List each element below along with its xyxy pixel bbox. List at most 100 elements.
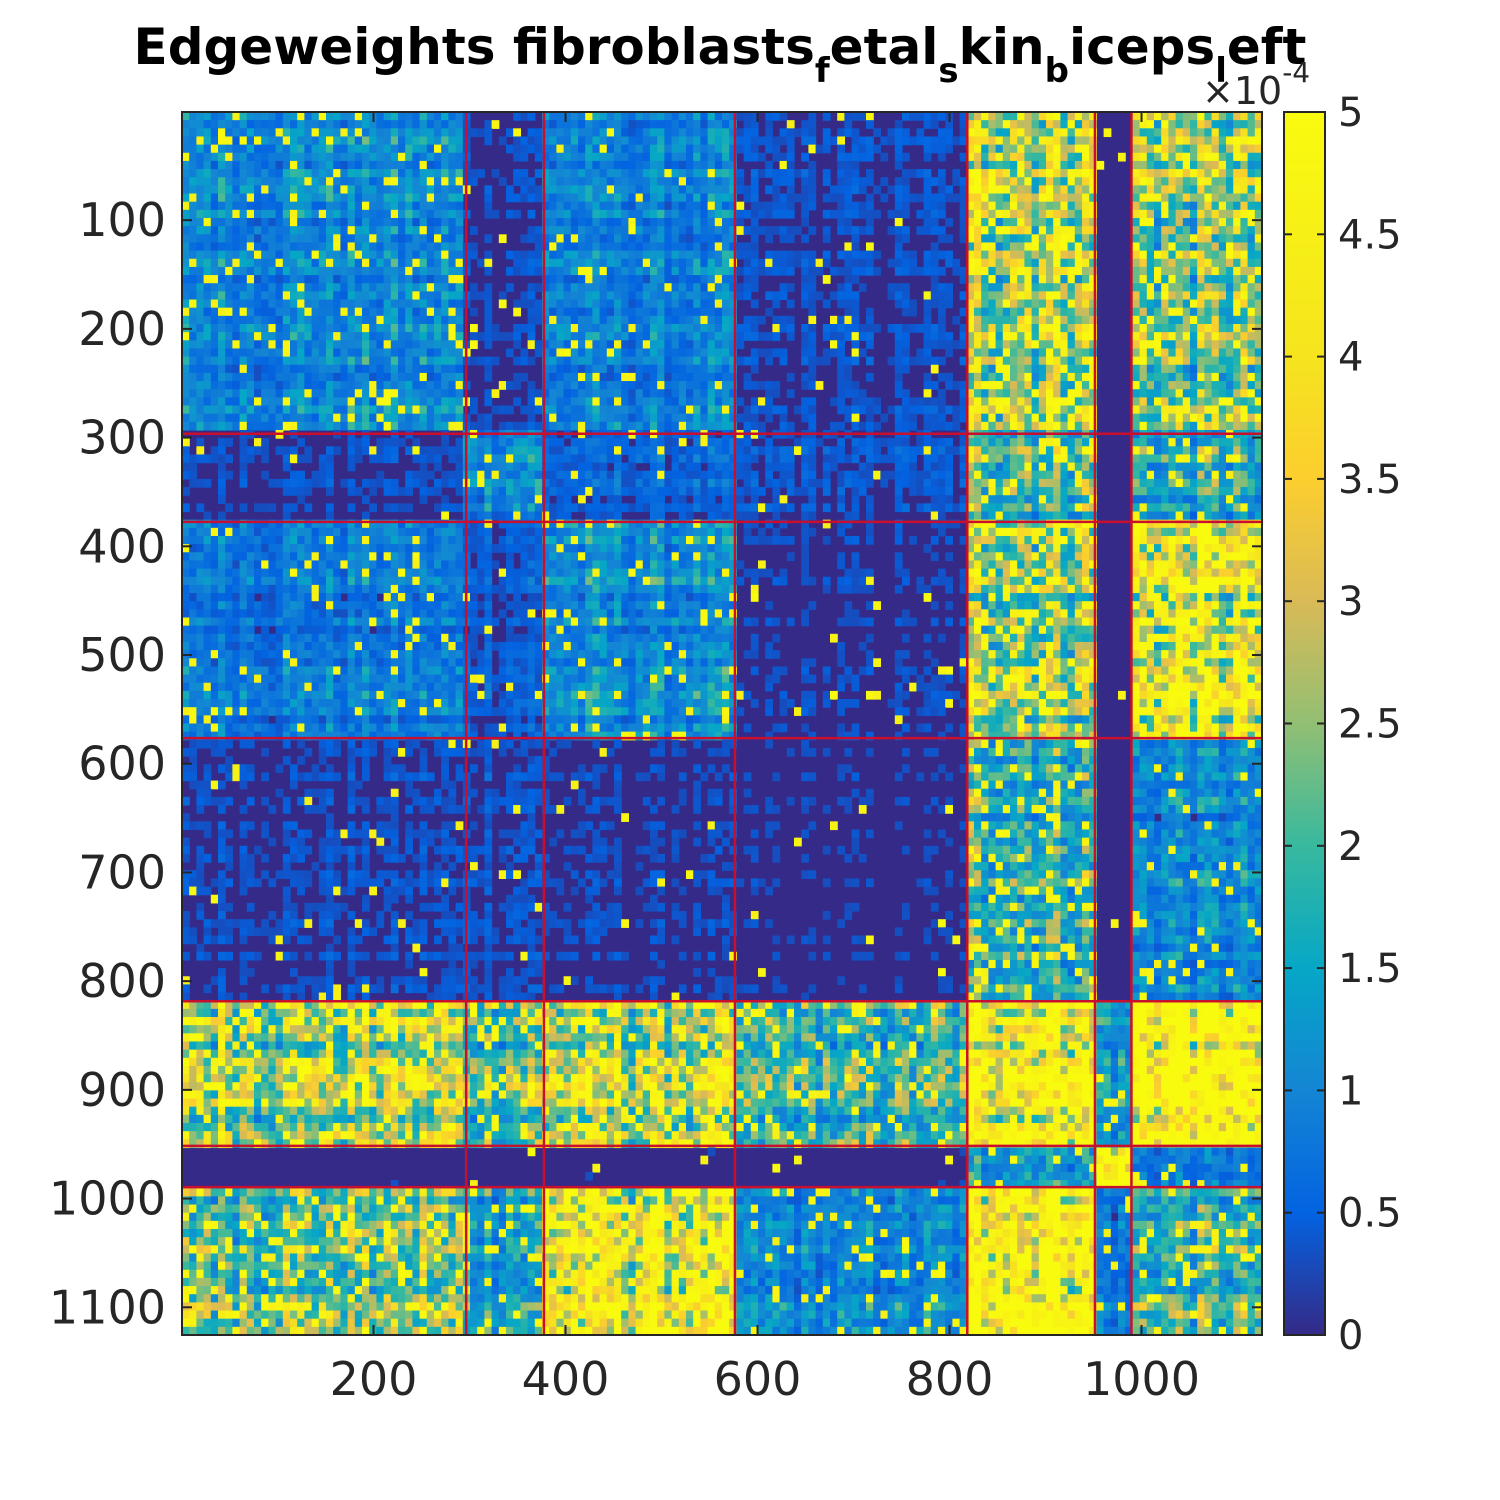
heatmap-cell: [686, 323, 694, 333]
heatmap-cell: [1146, 193, 1155, 203]
heatmap-cell: [1139, 413, 1148, 423]
heatmap-cell: [664, 209, 673, 219]
heatmap-cell: [966, 389, 975, 398]
heatmap-cell: [513, 307, 521, 317]
heatmap-cell: [254, 421, 262, 431]
heatmap-cell: [714, 299, 723, 309]
heatmap-cell: [722, 209, 730, 219]
heatmap-cell: [592, 136, 601, 146]
heatmap-cell: [700, 160, 709, 170]
heatmap-cell: [376, 250, 385, 260]
heatmap-cell: [282, 372, 291, 382]
heatmap-cell: [556, 112, 565, 121]
heatmap-cell: [520, 144, 529, 154]
heatmap-cell: [455, 356, 464, 366]
heatmap-cell: [455, 283, 464, 292]
heatmap-cell: [952, 177, 961, 186]
heatmap-cell: [1240, 315, 1249, 325]
heatmap-cell: [563, 421, 572, 431]
heatmap-cell: [664, 193, 673, 203]
heatmap-cell: [275, 421, 284, 431]
heatmap-cell: [1154, 307, 1162, 317]
heatmap-cell: [290, 226, 298, 235]
heatmap-cell: [844, 193, 853, 203]
heatmap-cell: [1146, 381, 1155, 390]
heatmap-cell: [1204, 413, 1213, 423]
heatmap-cell: [714, 389, 723, 398]
heatmap-cell: [686, 226, 694, 235]
heatmap-cell: [714, 201, 723, 211]
heatmap-cell: [218, 397, 226, 407]
heatmap-cell: [225, 185, 233, 195]
heatmap-cell: [693, 275, 701, 284]
heatmap-cell: [318, 201, 327, 211]
heatmap-cell: [477, 128, 485, 138]
heatmap-cell: [1017, 177, 1025, 186]
heatmap-cell: [434, 307, 442, 317]
heatmap-cell: [405, 307, 413, 317]
heatmap-cell: [722, 364, 730, 374]
heatmap-cell: [1247, 193, 1256, 203]
heatmap-cell: [434, 169, 442, 178]
heatmap-cell: [686, 266, 694, 276]
heatmap-cell: [1240, 120, 1249, 129]
heatmap-cell: [1218, 136, 1227, 146]
heatmap-cell: [254, 397, 262, 407]
heatmap-cell: [714, 120, 723, 129]
heatmap-cell: [599, 356, 608, 366]
heatmap-cell: [923, 185, 932, 195]
heatmap-cell: [1082, 332, 1090, 341]
heatmap-cell: [779, 112, 788, 121]
heatmap-cell: [1204, 348, 1213, 358]
heatmap-cell: [218, 112, 226, 121]
heatmap-cell: [196, 144, 205, 154]
heatmap-cell: [729, 112, 737, 121]
heatmap-cell: [426, 381, 435, 390]
heatmap-cell: [1002, 250, 1011, 260]
heatmap-cell: [952, 193, 961, 203]
heatmap-cell: [1082, 291, 1090, 301]
heatmap-cell: [700, 128, 709, 138]
heatmap-cell: [707, 348, 716, 358]
heatmap-cell: [534, 397, 543, 407]
heatmap-cell: [282, 144, 291, 154]
heatmap-cell: [671, 389, 680, 398]
heatmap-cell: [1182, 421, 1191, 431]
heatmap-cell: [232, 169, 241, 178]
heatmap-cell: [693, 266, 701, 276]
heatmap-cell: [621, 266, 629, 276]
heatmap-cell: [203, 364, 212, 374]
heatmap-cell: [671, 226, 680, 235]
heatmap-cell: [412, 112, 421, 121]
heatmap-cell: [657, 421, 665, 431]
heatmap-cell: [383, 323, 392, 333]
heatmap-cell: [340, 185, 349, 195]
heatmap-cell: [1002, 185, 1011, 195]
heatmap-cell: [693, 201, 701, 211]
heatmap-cell: [484, 201, 493, 211]
heatmap-cell: [981, 275, 989, 284]
heatmap-cell: [1074, 299, 1083, 309]
heatmap-cell: [549, 242, 557, 252]
heatmap-cell: [1089, 226, 1097, 235]
heatmap-cell: [1233, 323, 1241, 333]
heatmap-cell: [369, 315, 377, 325]
heatmap-cell: [520, 112, 529, 121]
heatmap-cell: [714, 160, 723, 170]
heatmap-cell: [693, 315, 701, 325]
heatmap-cell: [664, 315, 673, 325]
heatmap-cell: [966, 332, 975, 341]
heatmap-cell: [606, 299, 615, 309]
heatmap-cell: [657, 242, 665, 252]
heatmap-cell: [570, 160, 579, 170]
heatmap-cell: [182, 364, 190, 374]
heatmap-cell: [1118, 152, 1126, 162]
heatmap-cell: [1182, 217, 1191, 227]
heatmap-cell: [1031, 201, 1040, 211]
heatmap-cell: [520, 169, 529, 178]
heatmap-cell: [1074, 275, 1083, 284]
heatmap-cell: [938, 299, 946, 309]
heatmap-cell: [657, 332, 665, 341]
heatmap-cell: [1017, 283, 1025, 292]
heatmap-cell: [556, 364, 565, 374]
